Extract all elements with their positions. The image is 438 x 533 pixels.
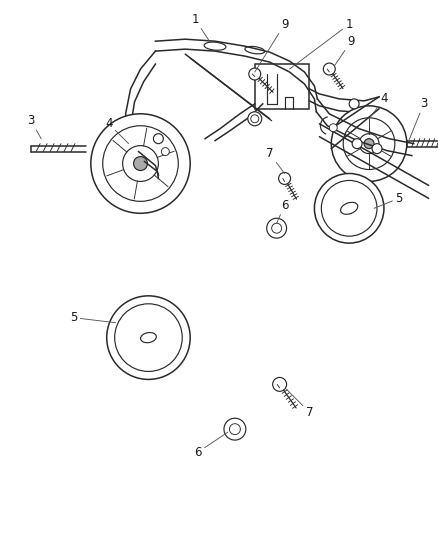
Ellipse shape: [204, 42, 226, 50]
Polygon shape: [254, 64, 309, 109]
Text: 1: 1: [191, 13, 209, 42]
Text: 3: 3: [408, 98, 427, 141]
Ellipse shape: [244, 46, 264, 54]
Circle shape: [371, 144, 381, 154]
Text: 4: 4: [368, 92, 387, 119]
Ellipse shape: [140, 333, 156, 343]
Text: 1: 1: [289, 18, 352, 69]
Ellipse shape: [340, 203, 357, 214]
Text: 5: 5: [373, 192, 402, 208]
Circle shape: [358, 134, 378, 154]
Text: 9: 9: [333, 35, 354, 66]
Circle shape: [348, 99, 358, 109]
Circle shape: [271, 223, 281, 233]
Circle shape: [229, 424, 240, 434]
Circle shape: [321, 181, 376, 236]
Circle shape: [161, 148, 169, 156]
Text: 5: 5: [70, 311, 115, 324]
Circle shape: [106, 296, 190, 379]
Text: 6: 6: [276, 199, 288, 223]
Circle shape: [153, 134, 163, 144]
Circle shape: [323, 63, 335, 75]
Circle shape: [102, 126, 178, 201]
Circle shape: [314, 173, 383, 243]
Circle shape: [272, 377, 286, 391]
Circle shape: [351, 139, 361, 149]
Text: 4: 4: [105, 117, 128, 144]
Circle shape: [133, 157, 147, 171]
Circle shape: [122, 146, 158, 181]
Circle shape: [278, 173, 290, 184]
Text: 7: 7: [265, 147, 284, 173]
Text: 3: 3: [28, 114, 41, 139]
Text: 9: 9: [254, 18, 288, 72]
Text: 7: 7: [286, 389, 312, 419]
Circle shape: [328, 124, 336, 132]
Circle shape: [343, 118, 394, 169]
Circle shape: [91, 114, 190, 213]
Circle shape: [247, 112, 261, 126]
Circle shape: [331, 106, 406, 181]
Circle shape: [248, 68, 260, 80]
Text: 6: 6: [194, 432, 227, 458]
Circle shape: [363, 139, 373, 149]
Circle shape: [250, 115, 258, 123]
Circle shape: [223, 418, 245, 440]
Circle shape: [266, 218, 286, 238]
Circle shape: [114, 304, 182, 372]
